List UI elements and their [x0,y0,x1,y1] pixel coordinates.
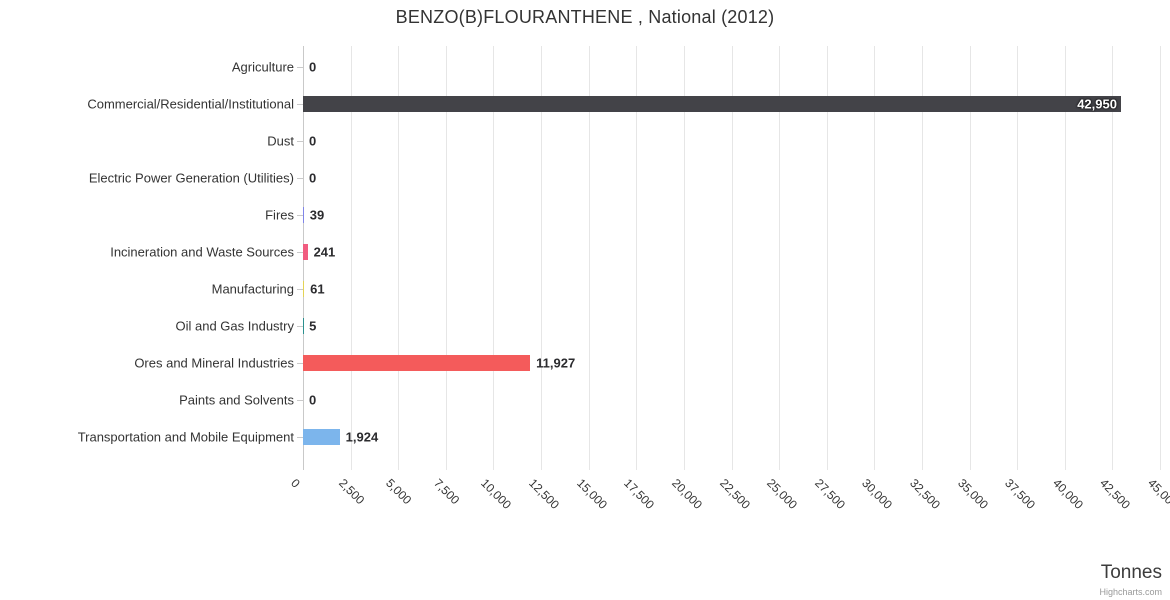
chart-title: BENZO(B)FLOURANTHENE , National (2012) [395,7,775,27]
value-label: 5 [309,318,317,333]
x-tick-label: 22,500 [716,476,753,512]
x-tick-label: 42,500 [1097,476,1134,512]
category-label: Ores and Mineral Industries [134,355,294,370]
gridline [398,46,400,470]
bar[interactable] [303,317,304,334]
category-label: Paints and Solvents [179,392,294,407]
x-tick-label: 7,500 [430,476,463,508]
value-label: 0 [309,392,317,407]
gridline [1064,46,1066,470]
category-tick [297,103,303,105]
value-label: 241 [313,244,336,259]
x-tick-label: 40,000 [1049,476,1086,512]
x-tick-label: 2,500 [335,476,367,508]
value-label: 0 [309,59,317,74]
x-tick-label: 35,000 [954,476,991,512]
category-label: Commercial/Residential/Institutional [87,96,294,111]
gridline [541,46,543,470]
gridline [683,46,685,470]
category-tick [297,214,303,216]
category-tick [297,140,303,142]
category-tick [297,251,303,253]
gridline [1160,46,1161,470]
category-tick [297,399,303,401]
gridline [1017,46,1019,470]
value-label: 42,950 [1077,96,1117,111]
highcharts-credit[interactable]: Highcharts.com [1099,587,1162,597]
gridline [493,46,495,470]
category-tick [297,436,303,438]
value-label: 11,927 [536,355,576,370]
x-tick-label: 15,000 [573,476,610,512]
x-tick-label: 17,500 [621,476,658,512]
x-tick-label: 12,500 [526,476,562,512]
category-tick [297,325,303,327]
gridline [969,46,971,470]
x-axis-title: Tonnes [1100,562,1162,583]
value-label: 0 [309,133,317,148]
gridline [445,46,447,470]
gridline [826,46,828,470]
category-label: Agriculture [231,59,294,74]
gridline [1112,46,1114,470]
x-tick-label: 20,000 [668,476,705,512]
x-tick-label: 37,500 [1002,476,1039,512]
value-label: 61 [310,281,325,296]
gridline [779,46,781,470]
bar[interactable] [303,243,308,260]
bar[interactable] [303,280,305,297]
x-tick-label: 32,500 [907,476,943,512]
x-tick-label: 0 [288,476,303,491]
x-tick-label: 25,000 [764,476,801,512]
bar[interactable] [303,95,1121,112]
category-tick [297,362,303,364]
x-tick-label: 5,000 [383,476,415,508]
gridline [350,46,352,470]
x-tick-label: 45,000 [1145,476,1170,512]
value-label: 1,924 [345,429,379,444]
category-tick [297,288,303,290]
gridline [731,46,733,470]
x-tick-label: 10,000 [478,476,515,512]
bar[interactable] [303,206,304,223]
x-tick-label: 27,500 [811,476,848,512]
category-label: Oil and Gas Industry [175,318,295,333]
value-label: 0 [309,170,317,185]
x-tick-label: 30,000 [859,476,896,512]
category-tick [297,177,303,179]
category-label: Dust [267,133,294,148]
category-label: Electric Power Generation (Utilities) [88,170,294,185]
category-label: Transportation and Mobile Equipment [77,429,294,444]
bar[interactable] [303,354,531,371]
category-tick [297,66,303,68]
value-label: 39 [309,207,325,222]
category-label: Fires [265,207,294,222]
gridline [874,46,876,470]
category-label: Incineration and Waste Sources [110,244,294,259]
gridline [636,46,638,470]
gridline [588,46,590,470]
category-label: Manufacturing [211,281,294,296]
bar[interactable] [303,428,340,445]
gridline [921,46,923,470]
